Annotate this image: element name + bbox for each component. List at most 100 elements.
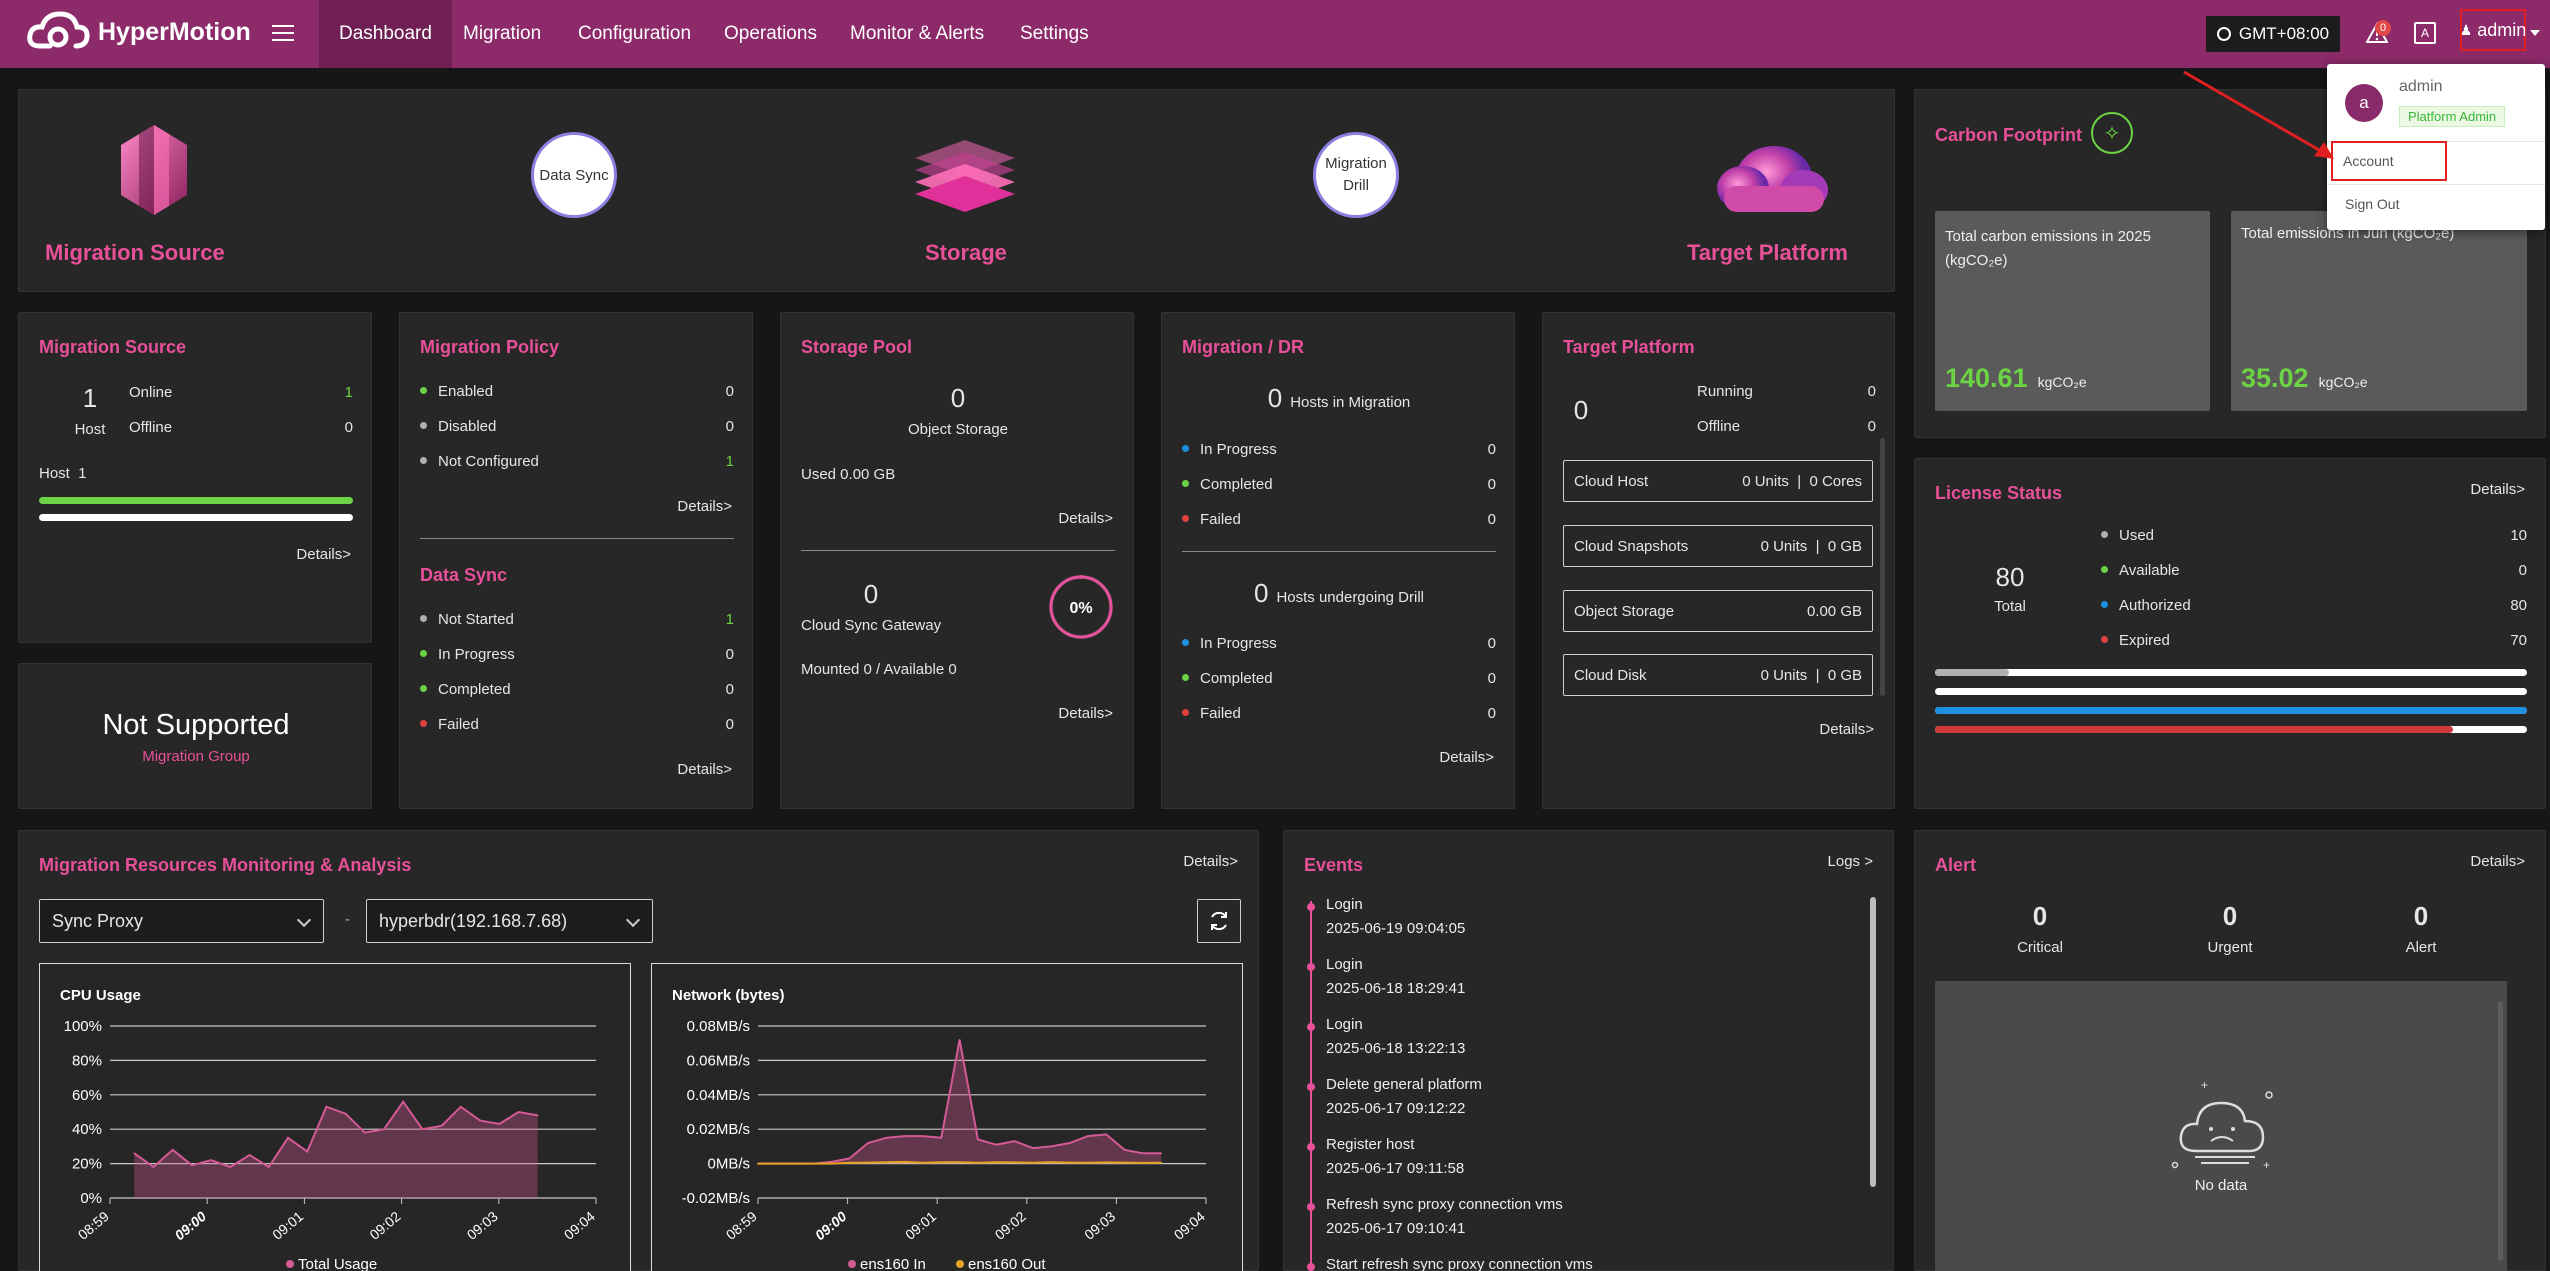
migration-source-details-link[interactable]: Details> <box>296 546 351 563</box>
y-tick-label: 40% <box>72 1121 102 1138</box>
proxy-type-value: Sync Proxy <box>52 910 144 931</box>
sync-not-started-value: 1 <box>725 611 734 628</box>
y-tick-label: 0% <box>80 1190 102 1207</box>
tab-operations[interactable]: Operations <box>724 23 817 44</box>
license-bar-authorized <box>1935 707 2527 714</box>
divider <box>1182 551 1496 552</box>
x-tick-label: 09:02 <box>366 1208 403 1243</box>
alert-empty-panel: + + No data <box>1935 981 2507 1271</box>
object-storage-row-value: 0.00 GB <box>1806 602 1862 620</box>
y-tick-label: 0MB/s <box>707 1156 750 1173</box>
data-sync-details-link[interactable]: Details> <box>677 761 732 778</box>
cloud-disk-value: 0 Units | 0 GB <box>1760 666 1862 684</box>
storage-pool-details-link-1[interactable]: Details> <box>1058 510 1113 527</box>
data-point <box>867 1161 869 1164</box>
cloud-disk-label: Cloud Disk <box>1574 666 1647 684</box>
chevron-down-icon <box>625 912 641 928</box>
license-details-link[interactable]: Details> <box>2470 481 2525 498</box>
data-point <box>885 1161 888 1164</box>
tab-settings[interactable]: Settings <box>1020 23 1089 44</box>
data-point <box>995 1143 998 1146</box>
migration-source-title: Migration Source <box>39 337 187 357</box>
cloud-host-value: 0 Units | 0 Cores <box>1742 472 1862 490</box>
tab-configuration[interactable]: Configuration <box>578 23 692 44</box>
language-icon[interactable]: A <box>2414 22 2436 44</box>
policy-disabled-label: Disabled <box>438 418 497 435</box>
event-title: Register host <box>1326 1136 1415 1153</box>
alert-scrollbar[interactable] <box>2498 1001 2503 1261</box>
gateway-count: 0 <box>863 579 879 609</box>
event-item: Login 2025-06-19 09:04:05 <box>1304 896 1844 956</box>
carbon-month-tile: Total emissions in Jun (kgCO₂e) 35.02 kg… <box>2231 211 2527 411</box>
y-tick-label: 60% <box>72 1087 102 1104</box>
status-dot <box>420 684 427 692</box>
status-dot <box>1182 479 1189 487</box>
target-platform-details-link[interactable]: Details> <box>1819 721 1874 738</box>
target-scrollbar[interactable] <box>1880 438 1885 696</box>
data-sync-node: Data Sync <box>531 132 617 218</box>
x-tick-label: 09:00 <box>171 1208 209 1243</box>
menu-toggle-icon[interactable] <box>272 22 294 44</box>
data-point <box>793 1162 796 1165</box>
storage-pool-card: Storage Pool 0 Object Storage Used 0.00 … <box>780 312 1134 809</box>
x-tick-label: 09:04 <box>561 1208 598 1243</box>
proxy-host-select[interactable]: hyperbdr(192.168.7.68) <box>366 899 653 943</box>
proxy-host-value: hyperbdr(192.168.7.68) <box>379 910 568 931</box>
status-dot <box>420 456 427 464</box>
proxy-type-select[interactable]: Sync Proxy <box>39 899 324 943</box>
data-point <box>402 1100 405 1103</box>
account-menu-item[interactable]: Account <box>2331 141 2447 181</box>
data-point <box>1068 1142 1071 1144</box>
y-tick-label: 80% <box>72 1052 102 1069</box>
tab-monitor-alerts[interactable]: Monitor & Alerts <box>850 23 985 44</box>
drill-completed-value: 0 <box>1487 670 1496 687</box>
legend-marker <box>956 1260 964 1268</box>
timeline-dot <box>1307 1203 1315 1211</box>
status-dot <box>2101 530 2108 538</box>
y-tick-label: 100% <box>64 1018 102 1035</box>
alert-details-link[interactable]: Details> <box>2470 853 2525 870</box>
license-expired-value: 70 <box>2510 632 2527 649</box>
license-title: License Status <box>1935 483 2063 503</box>
tab-migration[interactable]: Migration <box>463 23 542 44</box>
legend-label: Total Usage <box>298 1256 377 1271</box>
user-menu-button[interactable]: ♟ admin <box>2460 9 2526 51</box>
legend-label: ens160 In <box>860 1256 926 1271</box>
hosts-in-migration-label: Hosts in Migration <box>1290 394 1411 411</box>
tab-dashboard[interactable]: Dashboard <box>319 0 452 68</box>
refresh-button[interactable] <box>1197 899 1241 943</box>
monitoring-details-link[interactable]: Details> <box>1183 853 1238 870</box>
drill-failed-label: Failed <box>1200 705 1241 722</box>
migration-dr-card: Migration / DR 0 Hosts in Migration In P… <box>1161 312 1515 809</box>
carbon-total-unit: kgCO₂e <box>2037 374 2087 390</box>
data-point <box>903 1161 906 1163</box>
timezone-button[interactable]: GMT+08:00 <box>2206 16 2340 52</box>
monitoring-title: Migration Resources Monitoring & Analysi… <box>39 855 412 875</box>
cloud-host-row: Cloud Host 0 Units | 0 Cores <box>1563 460 1873 502</box>
data-point <box>903 1135 906 1137</box>
migration-dr-details-link[interactable]: Details> <box>1439 749 1494 766</box>
migration-policy-details-link[interactable]: Details> <box>677 498 732 515</box>
storage-pool-details-link-2[interactable]: Details> <box>1058 705 1113 722</box>
svg-text:+: + <box>2201 1081 2208 1092</box>
hosts-in-drill-count: 0 <box>1253 578 1269 608</box>
role-badge: Platform Admin <box>2399 106 2506 127</box>
cloud-host-label: Cloud Host <box>1574 472 1649 490</box>
data-point <box>383 1128 385 1130</box>
status-dot <box>2101 565 2108 573</box>
sync-failed-value: 0 <box>725 716 734 733</box>
event-title: Login <box>1326 896 1363 913</box>
data-point <box>1013 1161 1016 1164</box>
events-logs-link[interactable]: Logs > <box>1827 853 1873 870</box>
target-platform-title: Target Platform <box>1563 337 1695 357</box>
event-time: 2025-06-17 09:11:58 <box>1326 1160 1465 1177</box>
sign-out-menu-item[interactable]: Sign Out <box>2345 196 2400 212</box>
data-point <box>440 1124 443 1127</box>
gateway-usage-percent: 0% <box>1069 600 1092 617</box>
events-scrollbar[interactable] <box>1870 897 1876 1187</box>
data-point <box>1013 1140 1016 1143</box>
data-point <box>460 1106 462 1108</box>
status-dot <box>420 719 427 727</box>
alert-count-badge: 0 <box>2375 20 2391 36</box>
data-point <box>1142 1152 1144 1155</box>
